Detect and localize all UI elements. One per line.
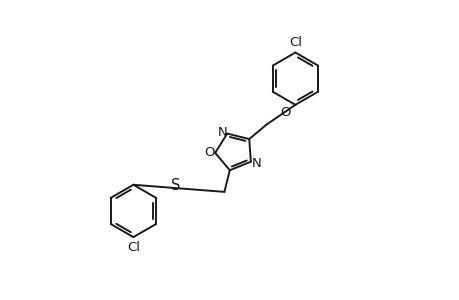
Text: Cl: Cl — [288, 36, 301, 49]
Text: N: N — [217, 126, 227, 139]
Text: S: S — [170, 178, 179, 194]
Text: Cl: Cl — [127, 241, 140, 254]
Text: O: O — [204, 146, 215, 159]
Text: O: O — [280, 106, 290, 119]
Text: N: N — [251, 157, 261, 170]
